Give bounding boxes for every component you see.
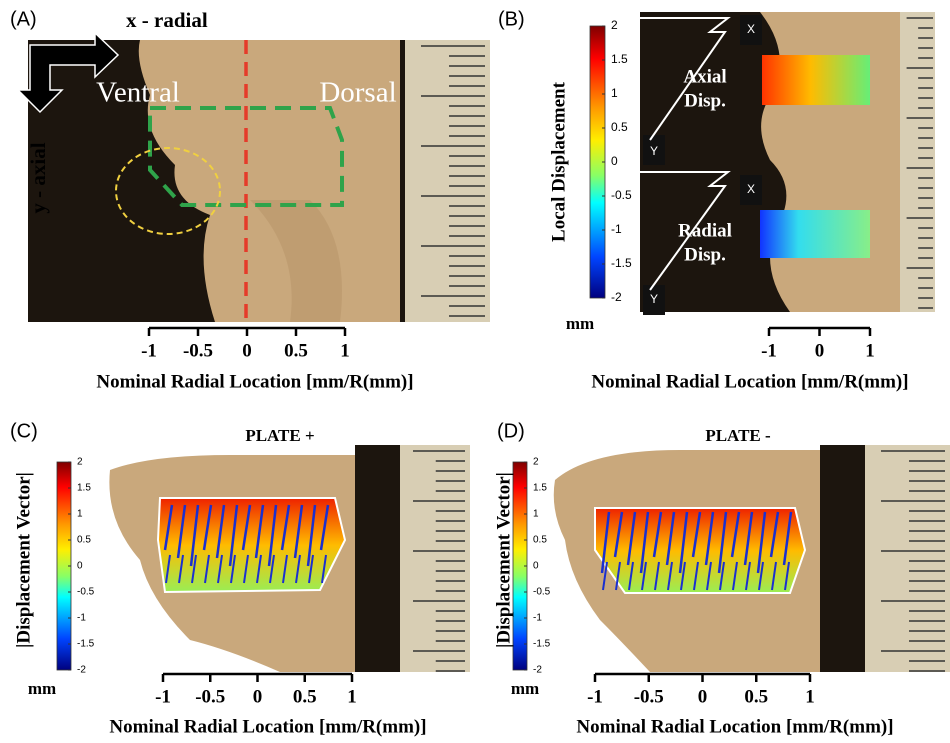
colorbar-tick-label: -1: [611, 222, 622, 236]
inset-title: Disp.: [684, 90, 726, 111]
inset-axis: X: [747, 22, 755, 36]
colorbar-tick-label: -0.5: [611, 188, 632, 202]
photo-d: [550, 445, 950, 672]
x-tick-label: 0: [815, 340, 825, 361]
panel-label: (B): [498, 8, 525, 30]
x-tick-label: -1: [155, 686, 171, 707]
x-tick-label: -0.5: [634, 686, 664, 707]
x-tick-label: 0.5: [744, 686, 768, 707]
colorbar-tick-label: 0: [77, 561, 83, 572]
colorbar-tick-label: -1: [77, 613, 86, 624]
colorbar-tick-label: 1: [611, 86, 618, 100]
axis-title: Nominal Radial Location [mm/R(mm)]: [96, 371, 413, 392]
inset-axis: Y: [650, 144, 658, 158]
inset-title: Axial: [683, 66, 726, 87]
colorbar-unit: mm: [566, 314, 594, 333]
x-tick-label: 1: [865, 340, 875, 361]
photo-c: [100, 445, 470, 672]
photo-a: [18, 33, 490, 322]
colorbar-tick-label: 0: [533, 561, 539, 572]
photo-b: [640, 12, 935, 315]
x-tick-label: 1: [340, 340, 350, 361]
colorbar-title: |Displacement Vector|: [493, 472, 514, 648]
inset-axis: X: [747, 182, 755, 196]
x-tick-label: 0.5: [284, 340, 308, 361]
x-tick-label: -1: [761, 340, 777, 361]
axis-title: Nominal Radial Location [mm/R(mm)]: [109, 716, 426, 737]
x-tick-label: 1: [347, 686, 357, 707]
colorbar-tick-label: 2: [77, 457, 83, 468]
x-tick-label: 0: [698, 686, 708, 707]
x-tick-label: -1: [587, 686, 603, 707]
panel-label: (D): [497, 420, 525, 442]
annotation: Ventral: [96, 77, 180, 109]
x-tick-label: 0: [242, 340, 252, 361]
inset-title: Disp.: [684, 244, 726, 265]
colorbar-tick-label: 0.5: [77, 535, 91, 546]
colorbar-tick-label: -0.5: [533, 587, 551, 598]
panel-title: PLATE -: [705, 426, 771, 445]
annotation: y - axial: [26, 142, 50, 213]
panel-title: PLATE +: [245, 426, 314, 445]
colorbar-title: Local Displacement: [548, 81, 569, 242]
x-tick-label: 0.5: [293, 686, 317, 707]
colorbar-tick-label: -1.5: [77, 639, 95, 650]
colorbar-tick-label: 0: [611, 154, 618, 168]
colorbar-tick-label: 2: [611, 18, 618, 32]
annotation: Dorsal: [319, 77, 396, 109]
colorbar-tick-label: 1.5: [77, 483, 91, 494]
colorbar-title: |Displacement Vector|: [13, 472, 34, 648]
x-tick-label: 1: [805, 686, 815, 707]
colorbar-tick-label: 2: [533, 457, 539, 468]
x-tick-label: -1: [141, 340, 157, 361]
colorbar-tick-label: 1: [533, 509, 539, 520]
axis-title: Nominal Radial Location [mm/R(mm)]: [591, 371, 908, 392]
figure: (A) x - radial y - axial Ventral Dorsal …: [0, 0, 950, 743]
panel-label: (C): [10, 420, 38, 442]
colorbar-tick-label: -1.5: [533, 639, 551, 650]
x-tick-label: -0.5: [195, 686, 225, 707]
colorbar-unit: mm: [28, 679, 56, 698]
colorbar-tick-label: 1.5: [533, 483, 547, 494]
colorbar-tick-label: -2: [77, 665, 86, 676]
colorbar-tick-label: 0.5: [611, 120, 628, 134]
axis-title: Nominal Radial Location [mm/R(mm)]: [576, 716, 893, 737]
colorbar-tick-label: 1: [77, 509, 83, 520]
colorbar-tick-label: -1: [533, 613, 542, 624]
colorbar-tick-label: 0.5: [533, 535, 547, 546]
colorbar-tick-label: -0.5: [77, 587, 95, 598]
colorbar-tick-label: -1.5: [611, 256, 632, 270]
annotation: x - radial: [126, 8, 208, 32]
x-tick-label: -0.5: [183, 340, 213, 361]
colorbar-tick-label: -2: [533, 665, 542, 676]
colorbar-tick-label: -2: [611, 290, 622, 304]
panel-label: (A): [10, 8, 37, 30]
inset-axis: Y: [650, 292, 658, 306]
x-tick-label: 0: [253, 686, 263, 707]
colorbar-unit: mm: [511, 679, 539, 698]
colorbar-tick-label: 1.5: [611, 52, 628, 66]
inset-title: Radial: [678, 220, 732, 241]
